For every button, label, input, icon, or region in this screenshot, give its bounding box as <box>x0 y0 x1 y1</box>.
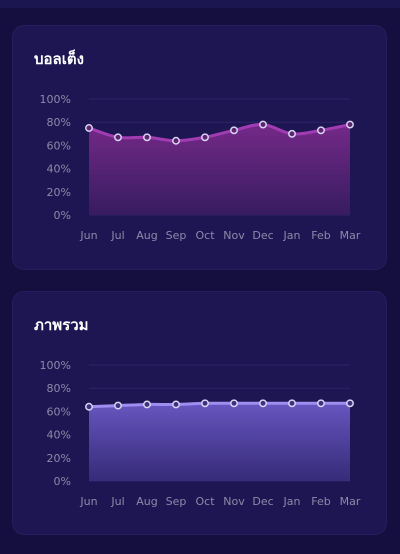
x-tick-label: Jun <box>79 229 97 242</box>
data-point[interactable] <box>317 126 325 135</box>
card-title: ภาพรวม <box>34 316 89 334</box>
y-tick-label: 20% <box>47 452 71 465</box>
series-line <box>88 123 351 143</box>
x-tick-label: Jan <box>283 495 301 508</box>
area-fill <box>89 124 350 215</box>
area-fill <box>89 403 350 481</box>
data-point[interactable] <box>201 399 209 408</box>
x-tick-label: Dec <box>252 229 273 242</box>
data-point[interactable] <box>346 120 354 129</box>
chart-card-single-bet: บอลเต็ง 0% 20% 40% 60% 80% 100% Jun Jul Aug Sep Oc… <box>12 25 387 270</box>
x-tick-label: Jan <box>283 229 301 242</box>
data-point[interactable] <box>346 399 354 408</box>
data-point[interactable] <box>85 124 93 132</box>
y-tick-label: 40% <box>47 163 71 176</box>
y-tick-label: 80% <box>47 382 71 395</box>
data-point[interactable] <box>85 402 93 411</box>
y-tick-label: 100% <box>40 359 71 372</box>
data-point[interactable] <box>288 129 296 138</box>
card-title: บอลเต็ง <box>34 50 84 68</box>
data-point[interactable] <box>114 133 122 142</box>
data-point[interactable] <box>230 126 238 135</box>
y-tick-label: 0% <box>54 475 71 488</box>
y-tick-label: 0% <box>54 209 71 222</box>
data-point[interactable] <box>172 400 180 409</box>
data-point[interactable] <box>201 133 209 142</box>
data-point[interactable] <box>143 133 151 142</box>
x-tick-label: Jul <box>110 495 124 508</box>
x-tick-label: Aug <box>136 495 157 508</box>
data-point[interactable] <box>259 120 267 129</box>
x-tick-label: Mar <box>340 495 361 508</box>
y-tick-label: 100% <box>40 93 71 106</box>
x-tick-label: Feb <box>311 495 330 508</box>
x-tick-label: Jul <box>110 229 124 242</box>
data-point[interactable] <box>288 399 296 408</box>
y-tick-label: 80% <box>47 116 71 129</box>
x-tick-label: Oct <box>195 229 215 242</box>
series-line <box>88 401 350 409</box>
y-tick-label: 60% <box>47 405 71 418</box>
chart-card-overall: ภาพรวม 0% 20% 40% 60% 80% 100% Jun Jul Aug Sep Oct… <box>12 291 387 535</box>
x-tick-label: Dec <box>252 495 273 508</box>
x-tick-label: Oct <box>195 495 215 508</box>
x-tick-label: Sep <box>166 495 187 508</box>
data-point[interactable] <box>230 399 238 408</box>
data-point[interactable] <box>143 400 151 409</box>
x-tick-label: Sep <box>166 229 187 242</box>
y-tick-label: 60% <box>47 139 71 152</box>
area-chart-overall: 0% 20% 40% 60% 80% 100% Jun Jul Aug Sep Oct Nov Dec J… <box>40 359 361 508</box>
x-tick-label: Feb <box>311 229 330 242</box>
data-point[interactable] <box>259 399 267 408</box>
x-tick-label: Nov <box>223 229 245 242</box>
x-tick-label: Jun <box>79 495 97 508</box>
data-point[interactable] <box>114 401 122 410</box>
x-tick-label: Nov <box>223 495 245 508</box>
x-tick-label: Aug <box>136 229 157 242</box>
area-chart-single-bet: 0% 20% 40% 60% 80% 100% Jun Jul Aug Sep Oct Nov Dec J… <box>40 93 361 242</box>
x-tick-label: Mar <box>340 229 361 242</box>
data-point[interactable] <box>172 136 180 145</box>
y-tick-label: 20% <box>47 186 71 199</box>
top-bar <box>0 0 400 8</box>
y-tick-label: 40% <box>47 429 71 442</box>
data-point[interactable] <box>317 399 325 408</box>
